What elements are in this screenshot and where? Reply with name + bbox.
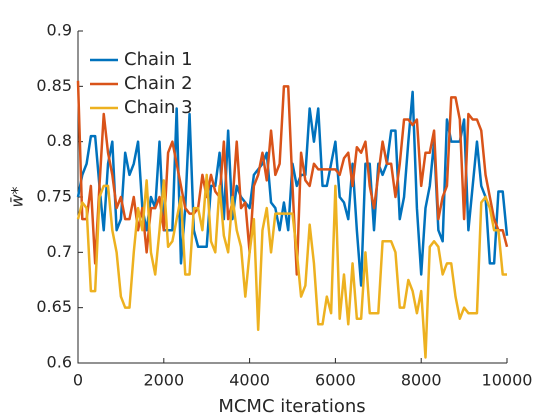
x-tick-label: 2000 [143,371,184,390]
y-tick-label: 0.7 [47,242,72,261]
x-tick-label: 10000 [482,371,533,390]
x-tick-label: 8000 [401,371,442,390]
x-tick-label: 6000 [315,371,356,390]
x-tick-label: 0 [73,371,83,390]
legend-label: Chain 3 [124,97,193,118]
y-tick-label: 0.85 [36,76,72,95]
y-tick-label: 0.75 [36,187,72,206]
y-tick-label: 0.65 [36,297,72,316]
y-tick-label: 0.8 [47,131,72,150]
x-tick-label: 4000 [229,371,270,390]
legend-label: Chain 2 [124,73,193,94]
x-axis-label: MCMC iterations [218,396,365,417]
y-tick-label: 0.6 [47,353,72,372]
legend-label: Chain 1 [124,49,193,70]
y-axis-label: w̄* [8,186,27,207]
series-line [76,173,507,359]
y-tick-label: 0.9 [47,21,72,40]
